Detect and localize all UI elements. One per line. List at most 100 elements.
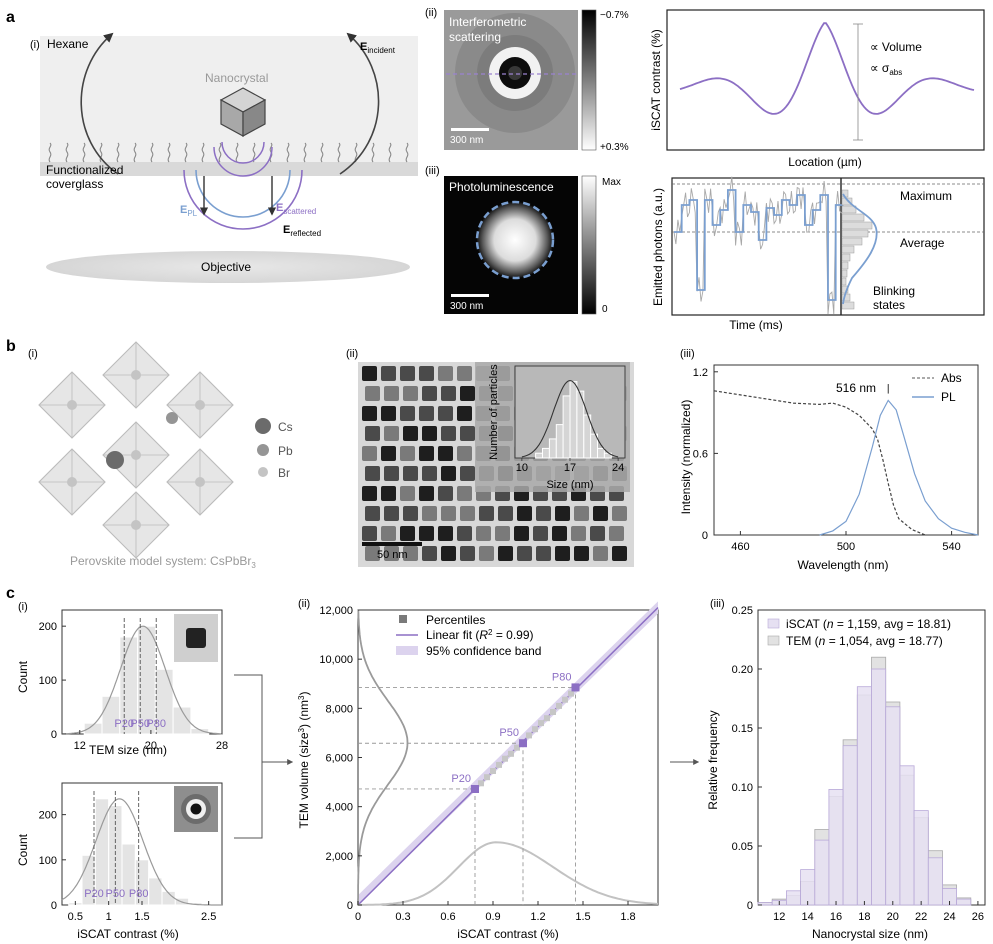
iscat-inset-image (174, 786, 218, 832)
perovskite-caption: Perovskite model system: CsPbBr3 (70, 554, 256, 570)
spectra-xtick-label: 500 (837, 541, 855, 553)
percentile-label-p50: P50 (106, 888, 126, 900)
corr-xlabel: iSCAT contrast (%) (457, 927, 559, 941)
percentile-point (484, 774, 490, 781)
blink-hist-bar (841, 213, 865, 222)
iscat-scale-label: 300 nm (450, 135, 483, 146)
percentile-label-p80: P80 (129, 888, 149, 900)
ligand (82, 142, 86, 163)
tem-inset-image (174, 614, 218, 662)
highlight-label-p80: P80 (552, 671, 572, 683)
ligand (218, 142, 222, 163)
blink-hist-bar (841, 269, 848, 278)
tem-particle (400, 406, 415, 421)
e-scattered-label: Escattered (276, 202, 316, 216)
rel-xtick-label: 20 (887, 911, 899, 923)
a-ii-tag: (ii) (425, 7, 437, 19)
tem-particle (479, 546, 494, 561)
size-inset-chart: 10 17 24 (475, 362, 630, 492)
tem-particle (403, 506, 418, 521)
corr-ytick-label: 6,000 (325, 753, 353, 765)
tem-legend-label: TEM (n = 1,054, avg = 18.77) (786, 634, 943, 648)
blink-hist-bar (841, 253, 851, 262)
tem-particle (498, 506, 513, 521)
hist-ytick-label: 200 (39, 810, 57, 822)
rel-xtick-label: 12 (773, 911, 785, 923)
tem-hist-ylabel: Count (16, 660, 30, 693)
blink-hist-bar (841, 221, 873, 230)
rel-bar-iscat (885, 706, 901, 906)
percentile-point (556, 702, 562, 709)
rel-ytick-label: 0.15 (732, 723, 753, 735)
percentile-point (544, 715, 550, 722)
hist-xtick-label: 28 (216, 740, 228, 752)
tem-particle (457, 406, 472, 421)
spectra-ylabel: Intensity (normalized) (679, 400, 693, 515)
panel-letter-c: c (6, 585, 15, 602)
hist-ytick-label: 100 (39, 855, 57, 867)
hist-xtick-label: 20 (145, 740, 157, 752)
ligand (99, 142, 103, 163)
blinking-label-2: states (873, 298, 905, 312)
spectra-xtick-label: 460 (731, 541, 749, 553)
tem-scale-label: 50 nm (377, 549, 408, 561)
br-atom (131, 520, 141, 530)
tem-particle (574, 506, 589, 521)
tem-particle (460, 466, 475, 481)
cs-atom (106, 451, 124, 469)
percentile-point (478, 780, 484, 787)
tem-particle (498, 546, 513, 561)
hist-bar (154, 668, 174, 735)
tem-particle (460, 506, 475, 521)
corr-xtick-label: 1.8 (620, 911, 635, 923)
inset-tick-label: 10 (516, 462, 528, 474)
percentile-point (532, 726, 538, 733)
blink-hist-bar (841, 205, 857, 214)
tem-particle (422, 546, 437, 561)
tem-particle (590, 526, 605, 541)
hist-fit-curve (61, 798, 222, 906)
inset-bar (562, 395, 571, 459)
tem-particle (460, 386, 475, 401)
correlation-chart: P20 P50 P80 0 0.3 0.6 0.9 1.2 1.5 1.8 0 2,000 4,000 6… (319, 601, 659, 923)
highlight-point-p80 (571, 683, 580, 692)
tem-particle (384, 386, 399, 401)
nanocrystal-label: Nanocrystal (205, 71, 268, 85)
rel-bar-iscat (828, 789, 844, 906)
hist-xtick-label: 0.5 (68, 911, 83, 923)
blink-hist-bar (841, 301, 855, 310)
fit-legend-label: Linear fit (R2 = 0.99) (426, 628, 534, 642)
tem-particle (422, 506, 437, 521)
hist-ytick-label: 0 (51, 900, 57, 912)
tem-particle (536, 506, 551, 521)
rel-ytick-label: 0.05 (732, 841, 753, 853)
corr-ytick-label: 8,000 (325, 703, 353, 715)
rel-ytick-label: 0.20 (732, 664, 753, 676)
ligand (320, 142, 324, 163)
ligand (252, 142, 256, 163)
ligand (167, 142, 171, 163)
tem-particle (476, 526, 491, 541)
panel-letter-a: a (6, 9, 15, 26)
hist-ytick-label: 0 (51, 729, 57, 741)
schematic-a-i (40, 32, 418, 283)
ligand (303, 142, 307, 163)
percentiles-legend-marker (399, 615, 407, 623)
blinking-plot (671, 176, 985, 316)
tem-particle (479, 506, 494, 521)
corr-xtick-label: 1.2 (530, 911, 545, 923)
iscat-cbar-top: −0.7% (600, 10, 629, 21)
hist-xtick-label: 12 (74, 740, 86, 752)
tem-particle (441, 506, 456, 521)
inset-bar (555, 424, 564, 459)
band-legend-swatch (396, 646, 418, 655)
percentile-point (568, 690, 574, 697)
iscat-cbar-bottom: +0.3% (600, 142, 629, 153)
tem-particle (384, 546, 399, 561)
ligand (116, 142, 120, 163)
tem-particle (441, 466, 456, 481)
corr-ytick-label: 12,000 (319, 605, 353, 617)
tem-particle (365, 506, 380, 521)
rel-bar-iscat (899, 765, 915, 906)
